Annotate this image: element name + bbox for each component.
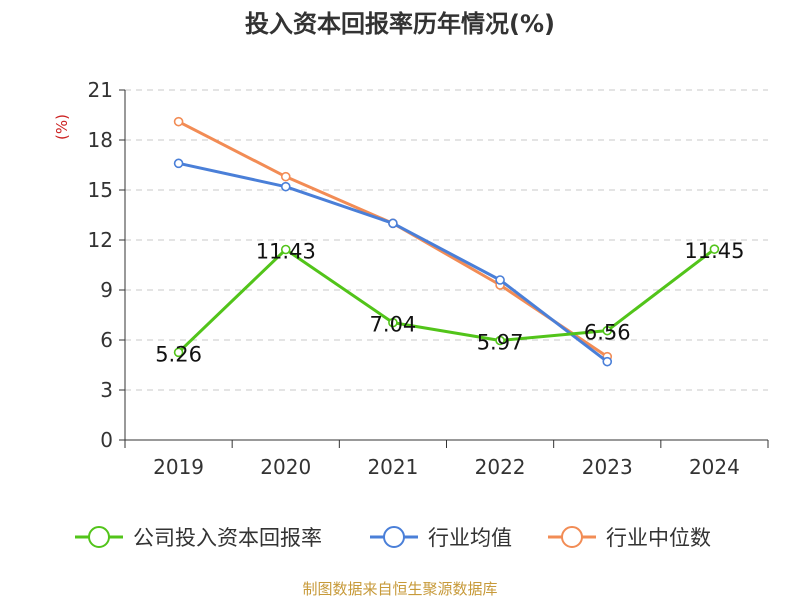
x-tick-label: 2021 bbox=[367, 455, 418, 479]
data-labels: 5.26 11.43 7.04 5.97 6.56 11.45 bbox=[155, 239, 744, 366]
x-tick-label: 2024 bbox=[689, 455, 740, 479]
data-label: 7.04 bbox=[370, 313, 417, 337]
x-tick-label: 2022 bbox=[475, 455, 526, 479]
legend-item[interactable]: 行业均值 bbox=[370, 526, 512, 550]
axes: 0 3 6 9 12 15 18 21 2019 2020 2021 2022 2023 2024 bbox=[88, 78, 769, 479]
legend-marker bbox=[88, 526, 110, 548]
x-tick-label: 2023 bbox=[582, 455, 633, 479]
legend-item[interactable]: 行业中位数 bbox=[548, 526, 711, 550]
gridlines bbox=[125, 89, 768, 391]
legend-item[interactable]: 公司投入资本回报率 bbox=[75, 526, 322, 550]
series-lines bbox=[173, 116, 720, 367]
data-point bbox=[495, 275, 505, 285]
footer-source: 制图数据来自恒生聚源数据库 bbox=[302, 580, 498, 598]
y-tick-label: 0 bbox=[100, 428, 113, 452]
data-point bbox=[280, 171, 291, 182]
series-line bbox=[177, 247, 716, 354]
legend-label: 行业均值 bbox=[428, 526, 512, 550]
y-tick-label: 12 bbox=[88, 228, 113, 252]
y-tick-label: 9 bbox=[100, 278, 113, 302]
x-tick-label: 2020 bbox=[260, 455, 311, 479]
legend[interactable]: 公司投入资本回报率 行业均值 行业中位数 bbox=[75, 526, 711, 550]
data-label: 11.43 bbox=[256, 240, 316, 264]
y-tick-label: 6 bbox=[100, 328, 113, 352]
chart-title: 投入资本回报率历年情况(%) bbox=[245, 10, 555, 38]
data-point bbox=[173, 347, 184, 358]
y-tick-label: 21 bbox=[88, 78, 113, 102]
legend-label: 行业中位数 bbox=[606, 526, 711, 550]
data-label: 6.56 bbox=[584, 321, 631, 345]
data-point bbox=[388, 317, 398, 328]
data-point bbox=[495, 335, 505, 346]
data-point bbox=[173, 158, 184, 169]
data-point bbox=[388, 218, 398, 229]
data-label: 11.45 bbox=[684, 239, 744, 263]
data-point bbox=[602, 356, 613, 367]
data-point bbox=[602, 325, 613, 336]
y-axis-label: (%) bbox=[53, 114, 71, 140]
data-point bbox=[280, 181, 291, 192]
data-point bbox=[709, 244, 720, 254]
y-tick-label: 18 bbox=[88, 128, 113, 152]
legend-label: 公司投入资本回报率 bbox=[133, 526, 322, 550]
data-label: 5.26 bbox=[155, 342, 202, 366]
y-tick-label: 15 bbox=[88, 178, 113, 202]
data-label: 5.97 bbox=[477, 331, 524, 355]
data-point bbox=[280, 244, 291, 255]
legend-marker bbox=[383, 526, 405, 548]
y-tick-label: 3 bbox=[100, 378, 113, 402]
x-tick-label: 2019 bbox=[153, 455, 204, 479]
legend-marker bbox=[561, 526, 583, 548]
data-point bbox=[173, 116, 184, 127]
